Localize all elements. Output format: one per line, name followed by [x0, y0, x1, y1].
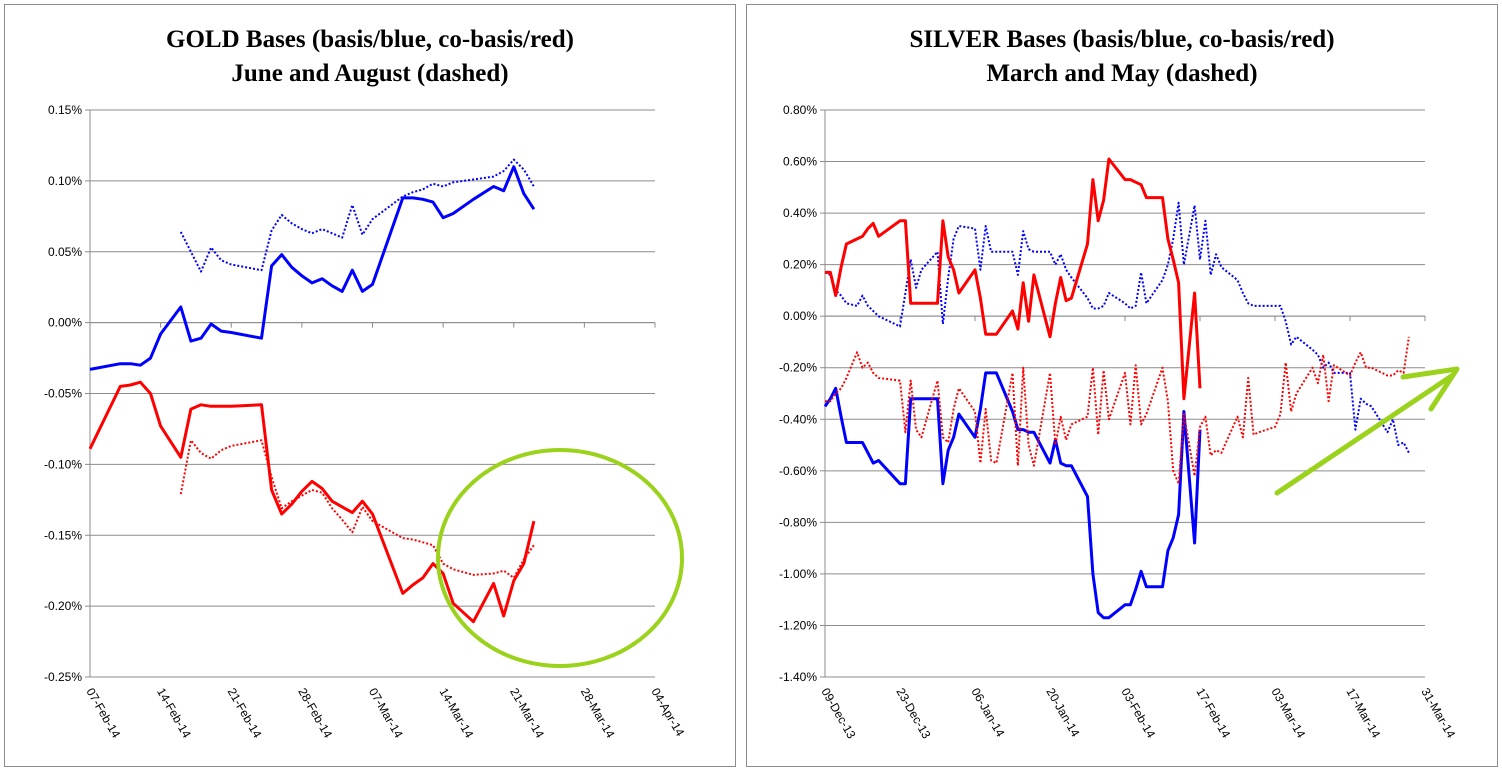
- chart-title: GOLD Bases (basis/blue, co-basis/red): [166, 26, 574, 53]
- y-tick-label: -1.40%: [779, 670, 817, 684]
- x-tick-label: 03-Mar-14: [1268, 686, 1308, 741]
- y-tick-label: 0.60%: [783, 155, 817, 169]
- x-tick-label: 28-Mar-14: [578, 686, 618, 741]
- arrow-head: [1400, 366, 1460, 412]
- y-tick-label: 0.10%: [48, 174, 82, 188]
- chart-subtitle: June and August (dashed): [231, 60, 509, 87]
- x-tick-label: 31-Mar-14: [1418, 686, 1458, 741]
- silver-chart-panel: SILVER Bases (basis/blue, co-basis/red) …: [746, 4, 1498, 767]
- y-tick-label: -0.05%: [44, 387, 82, 401]
- x-tick-label: 21-Mar-14: [507, 686, 547, 741]
- y-tick-label: -0.25%: [44, 670, 82, 684]
- co-basis-solid-series-line: [825, 157, 1202, 401]
- arrow-shaft: [1274, 372, 1456, 496]
- x-tick-label: 17-Mar-14: [1343, 686, 1383, 741]
- y-tick-label: 0.20%: [783, 258, 817, 272]
- x-tick-label: 28-Feb-14: [295, 686, 335, 741]
- y-tick-label: 0.00%: [48, 316, 82, 330]
- highlight-ellipse: [436, 448, 684, 668]
- x-tick-label: 03-Feb-14: [1118, 686, 1158, 741]
- y-tick-label: -1.20%: [779, 618, 817, 632]
- y-tick-label: 0.15%: [48, 103, 82, 117]
- y-tick-label: -1.00%: [779, 567, 817, 581]
- x-tick-label: 07-Feb-14: [83, 686, 123, 741]
- y-tick-label: -0.10%: [44, 457, 82, 471]
- gold-chart-panel: GOLD Bases (basis/blue, co-basis/red) Ju…: [4, 4, 736, 767]
- x-tick-label: 20-Jan-14: [1043, 686, 1082, 740]
- y-tick-label: -0.60%: [779, 464, 817, 478]
- y-tick-label: -0.80%: [779, 515, 817, 529]
- x-tick-label: 14-Feb-14: [154, 686, 194, 741]
- chart-subtitle: March and May (dashed): [986, 60, 1258, 87]
- co-basis-dotted-series-line: [179, 439, 535, 579]
- x-tick-label: 07-Mar-14: [366, 686, 406, 741]
- x-tick-label: 04-Apr-14: [648, 686, 687, 739]
- silver-plot: -1.40% -1.20% -1.00% -0.80% -0.60% -0.40% -0.2…: [779, 103, 1460, 742]
- y-tick-label: -0.40%: [779, 412, 817, 426]
- basis-dotted-series-line: [179, 158, 535, 273]
- y-tick-label: -0.15%: [44, 528, 82, 542]
- y-tick-label: 0.05%: [48, 245, 82, 259]
- basis-solid-series-line: [823, 371, 1202, 620]
- x-tick-label: 09-Dec-13: [818, 686, 858, 742]
- y-tick-label: -0.20%: [44, 599, 82, 613]
- co-basis-solid-series-line: [88, 380, 536, 624]
- y-tick-label: 0.40%: [783, 206, 817, 220]
- x-tick-label: 21-Feb-14: [225, 686, 265, 741]
- x-tick-label: 23-Dec-13: [893, 686, 933, 742]
- gold-plot: -0.25% -0.20% -0.15% -0.10% -0.05% 0.00% 0.05%…: [44, 103, 687, 741]
- x-tick-label: 17-Feb-14: [1193, 686, 1233, 741]
- y-tick-label: -0.20%: [779, 361, 817, 375]
- x-tick-label: 14-Mar-14: [437, 686, 477, 741]
- x-tick-label: 06-Jan-14: [968, 686, 1007, 740]
- co-basis-dotted-series-line: [825, 336, 1410, 485]
- y-tick-label: 0.00%: [783, 309, 817, 323]
- y-tick-label: 0.80%: [783, 103, 817, 117]
- basis-dotted-series-line: [824, 201, 1410, 454]
- chart-title: SILVER Bases (basis/blue, co-basis/red): [909, 26, 1335, 53]
- basis-solid-series-line: [89, 165, 536, 371]
